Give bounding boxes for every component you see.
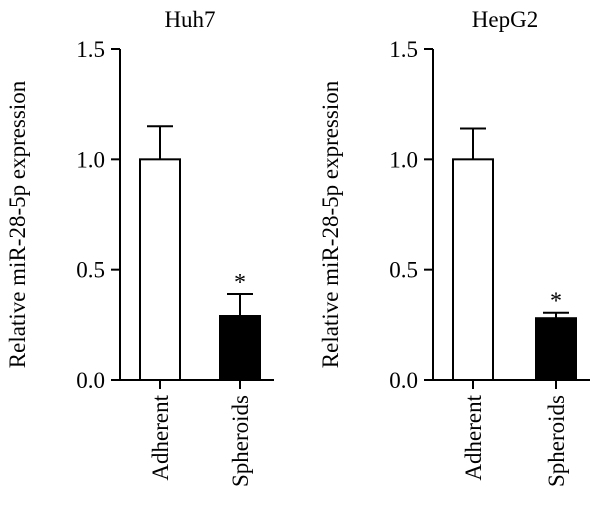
bar-spheroids: [535, 317, 577, 382]
y-tick-label: 0.0: [76, 368, 105, 393]
bar-adherent: [452, 158, 494, 381]
chart-title: Huh7: [164, 7, 215, 32]
x-tick-label: Spheroids: [544, 395, 569, 487]
x-tick-label: Adherent: [148, 394, 173, 480]
chart-panel-huh7: Huh7 Relative miR-28-5p expression 0.0 0.5 1…: [5, 7, 274, 487]
x-tick-label: Spheroids: [228, 395, 253, 487]
bar-adherent: [139, 158, 181, 381]
y-axis-label: Relative miR-28-5p expression: [5, 80, 30, 368]
y-axis-label: Relative miR-28-5p expression: [318, 80, 343, 368]
y-tick-label: 1.5: [389, 37, 418, 62]
chart-panel-hepg2: HepG2 Relative miR-28-5p expression 0.0 0.5…: [318, 7, 590, 487]
y-tick-label: 0.5: [76, 258, 105, 283]
y-tick-label: 1.0: [76, 147, 105, 172]
significance-mark: *: [550, 289, 562, 315]
significance-mark: *: [234, 270, 246, 296]
y-tick-label: 1.5: [76, 37, 105, 62]
x-tick-label: Adherent: [461, 394, 486, 480]
y-tick-label: 1.0: [389, 147, 418, 172]
y-tick-label: 0.5: [389, 258, 418, 283]
y-tick-label: 0.0: [389, 368, 418, 393]
bar-spheroids: [219, 315, 261, 381]
chart-title: HepG2: [472, 7, 538, 32]
